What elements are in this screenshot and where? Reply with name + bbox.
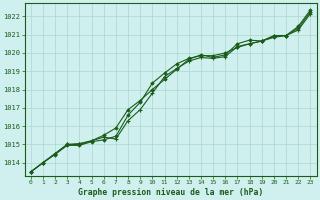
X-axis label: Graphe pression niveau de la mer (hPa): Graphe pression niveau de la mer (hPa): [78, 188, 263, 197]
